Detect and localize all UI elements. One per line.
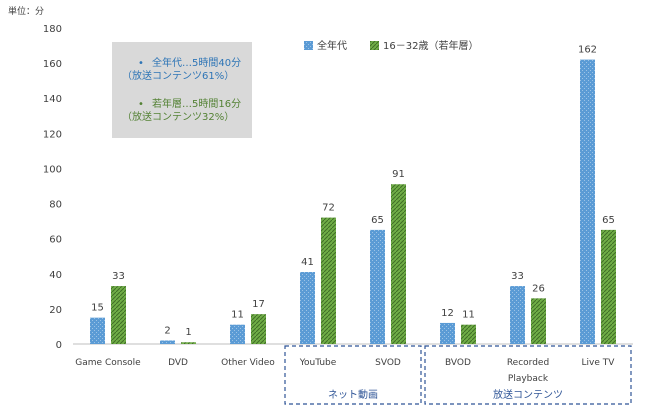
data-label: 12: [441, 308, 454, 319]
unit-label: 単位：分: [8, 5, 44, 17]
annotation-background: [112, 42, 252, 138]
bar-all-ages-svod: [370, 229, 385, 344]
annotation-sub-1: （放送コンテンツ61%）: [122, 69, 234, 82]
bar-all-ages-dvd: [160, 340, 175, 344]
bar-all-ages-live-tv: [580, 59, 595, 344]
y-tick-label: 0: [56, 340, 62, 351]
bar-young-live-tv: [601, 229, 616, 344]
data-label: 17: [252, 299, 265, 310]
y-tick-label: 60: [49, 235, 62, 246]
data-label: 1: [185, 327, 191, 338]
y-tick-label: 80: [49, 200, 62, 211]
annotation-line-1: 全年代…5時間40分: [152, 56, 241, 69]
category-groups: ネット動画 放送コンテンツ: [284, 345, 632, 405]
annotation-line-2: 若年層…5時間16分: [152, 97, 241, 110]
data-label: 26: [532, 283, 545, 294]
group-box-1: [424, 345, 632, 405]
data-label: 65: [602, 215, 615, 226]
y-tick-label: 160: [43, 59, 62, 70]
bars: 15 2 11 41 65 12 33 162 33 1 17 72 91 11 26 65: [90, 45, 616, 344]
y-tick-label: 120: [43, 129, 62, 140]
annotation-bullet-2: •: [138, 99, 144, 110]
data-label: 72: [322, 203, 335, 214]
group-label: 放送コンテンツ: [493, 388, 563, 401]
bar-all-ages-game-console: [90, 317, 105, 344]
y-tick-label: 20: [49, 305, 62, 316]
y-tick-label: 180: [43, 24, 62, 35]
x-tick-label: Game Console: [75, 358, 141, 368]
bar-all-ages-youtube: [300, 272, 315, 344]
legend-label-all-ages: 全年代: [317, 39, 347, 52]
annotation-sub-2: （放送コンテンツ32%）: [122, 110, 234, 123]
group-box-0: [284, 345, 422, 405]
bar-young-game-console: [111, 286, 126, 344]
bar-all-ages-bvod: [440, 322, 455, 344]
x-tick-label: DVD: [168, 358, 188, 368]
x-axis-labels: Game Console DVD Other Video YouTube SVOD BVO…: [75, 358, 615, 384]
y-tick-label: 100: [43, 164, 62, 175]
annotation-bullet-1: •: [138, 58, 144, 69]
x-tick-label: BVOD: [445, 358, 471, 368]
bar-young-bvod: [461, 324, 476, 344]
x-tick-label: Other Video: [221, 358, 275, 368]
bar-young-youtube: [321, 217, 336, 344]
y-tick-label: 40: [49, 270, 62, 281]
bar-young-dvd: [181, 342, 196, 344]
data-label: 11: [231, 310, 244, 321]
x-tick-label: SVOD: [375, 358, 401, 368]
bar-all-ages-other-video: [230, 324, 245, 344]
bar-young-other-video: [251, 314, 266, 344]
bar-all-ages-recorded-playback: [510, 286, 525, 344]
legend: 全年代 16－32歳（若年層）: [304, 39, 478, 52]
data-label: 65: [371, 215, 384, 226]
bar-young-recorded-playback: [531, 298, 546, 344]
data-label: 91: [392, 169, 405, 180]
annotation-box: • 全年代…5時間40分 （放送コンテンツ61%） • 若年層…5時間16分 （…: [112, 42, 252, 138]
x-tick-label: Recorded Playback: [507, 358, 549, 384]
data-label: 162: [578, 45, 597, 56]
data-label: 33: [112, 271, 125, 282]
y-tick-label: 140: [43, 94, 62, 105]
data-label: 2: [164, 325, 170, 336]
legend-label-young: 16－32歳（若年層）: [383, 39, 478, 52]
data-label: 41: [301, 257, 314, 268]
data-label: 33: [511, 271, 524, 282]
data-label: 11: [462, 310, 475, 321]
legend-swatch-young: [370, 41, 379, 50]
data-label: 15: [91, 303, 104, 314]
legend-swatch-all-ages: [304, 41, 313, 50]
bar-young-svod: [391, 184, 406, 344]
group-label: ネット動画: [328, 388, 378, 401]
x-tick-label: Live TV: [582, 358, 616, 368]
x-tick-label: YouTube: [299, 358, 337, 368]
